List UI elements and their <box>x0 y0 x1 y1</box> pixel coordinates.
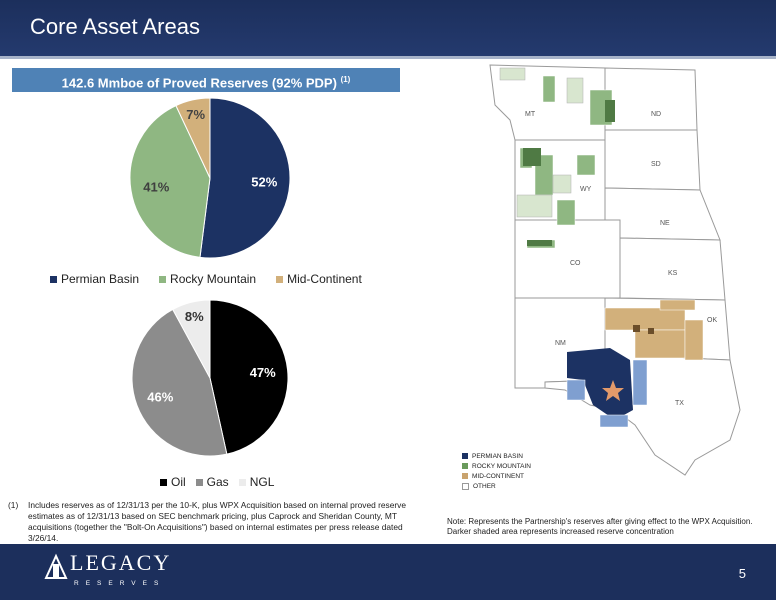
pie-chart-product: 47% 46% 8% <box>131 299 289 457</box>
legend-swatch <box>238 478 246 486</box>
svg-text:MT: MT <box>525 111 536 118</box>
legend-product: Oil Gas NGL <box>160 475 274 489</box>
legend-label: Mid-Continent <box>287 272 362 286</box>
pie-slice-rocky-mountain <box>129 104 211 258</box>
pie-chart-region: 52% 41% 7% <box>129 97 291 259</box>
header-bar: Core Asset Areas <box>0 0 776 59</box>
pie-slice-permian-basin <box>199 97 291 259</box>
asset-map: MT ND SD WY NE CO KS OK NM TX <box>489 64 741 476</box>
pie-label: 52% <box>251 174 277 189</box>
pie-label: 41% <box>143 180 169 195</box>
map-legend-item: MID-CONTINENT <box>462 471 531 481</box>
legend-label: Gas <box>206 475 229 489</box>
banner-note-ref: (1) <box>340 75 351 84</box>
legend-swatch <box>50 275 57 283</box>
map-note: Note: Represents the Partnership's reser… <box>447 517 753 536</box>
legend-label: Oil <box>171 475 186 489</box>
legend-swatch <box>160 478 167 486</box>
svg-text:ND: ND <box>651 111 661 118</box>
legend-item-ngl: NGL <box>238 475 275 489</box>
svg-text:OK: OK <box>707 317 717 324</box>
map-legend: PERMIAN BASIN ROCKY MOUNTAIN MID-CONTINE… <box>462 451 531 491</box>
svg-text:WY: WY <box>580 186 592 193</box>
footnote-text: Includes reserves as of 12/31/13 per the… <box>28 500 407 543</box>
state-sd <box>604 129 701 191</box>
state-ks <box>619 237 726 301</box>
legend-swatch <box>159 275 167 283</box>
legend-item-midcon: Mid-Continent <box>276 272 362 286</box>
footer-bar: LEGACY RESERVES 5 <box>0 544 776 600</box>
legend-label: Rocky Mountain <box>170 272 257 286</box>
pie-label: 47% <box>250 365 276 380</box>
state-nd <box>604 67 698 131</box>
state-ne <box>604 187 721 241</box>
legend-swatch <box>195 478 203 486</box>
map-legend-item: ROCKY MOUNTAIN <box>462 461 531 471</box>
svg-text:CO: CO <box>570 260 581 267</box>
logo-sub: RESERVES <box>74 580 166 587</box>
legend-item-oil: Oil <box>160 475 186 489</box>
svg-text:KS: KS <box>668 270 678 277</box>
legend-label: NGL <box>249 475 275 489</box>
pie-slice-mid-continent <box>175 97 211 179</box>
page-number: 5 <box>738 566 746 581</box>
legend-item-gas: Gas <box>195 475 229 489</box>
svg-text:TX: TX <box>675 400 684 407</box>
pie-label: 7% <box>186 107 205 122</box>
svg-text:NM: NM <box>555 340 566 347</box>
legend-item-permian: Permian Basin <box>50 272 139 286</box>
legend-label: Permian Basin <box>61 272 140 286</box>
reserves-banner: 142.6 Mmboe of Proved Reserves (92% PDP)… <box>12 68 400 92</box>
map-legend-item: PERMIAN BASIN <box>462 451 531 461</box>
footnote: (1) Includes reserves as of 12/31/13 per… <box>8 500 408 544</box>
svg-text:NE: NE <box>660 220 670 227</box>
map-legend-item: OTHER <box>462 481 531 491</box>
legend-item-rocky: Rocky Mountain <box>159 272 256 286</box>
logo-main: LEGACY <box>70 550 172 575</box>
banner-text: 142.6 Mmboe of Proved Reserves (92% PDP) <box>61 75 337 91</box>
legend-region: Permian Basin Rocky Mountain Mid-Contine… <box>50 272 362 286</box>
page-title: Core Asset Areas <box>30 14 200 39</box>
legend-swatch <box>276 275 284 283</box>
svg-text:SD: SD <box>651 161 661 168</box>
pie-slice-gas <box>131 308 228 457</box>
pie-slice-oil <box>209 299 289 455</box>
footnote-number: (1) <box>8 500 19 510</box>
star-icon <box>602 380 624 401</box>
pie-label: 46% <box>147 390 173 405</box>
logo-icon <box>44 553 68 579</box>
pie-label: 8% <box>185 309 204 324</box>
pie-slice-ngl <box>172 299 211 379</box>
state-co <box>514 219 621 299</box>
